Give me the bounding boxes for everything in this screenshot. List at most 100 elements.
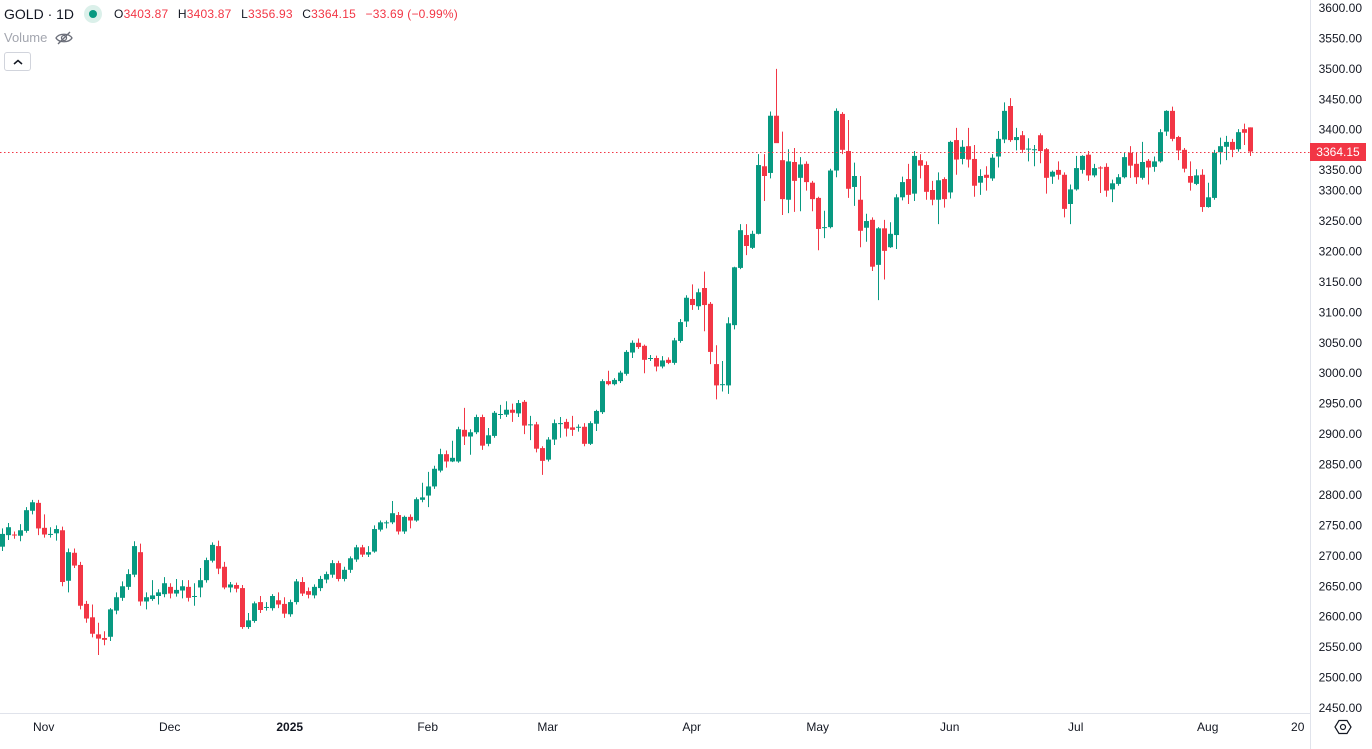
market-status-icon[interactable] — [84, 5, 103, 23]
candle-body — [1218, 146, 1223, 153]
candle-body — [198, 580, 203, 588]
candle — [606, 370, 611, 386]
collapse-legend-button[interactable] — [4, 52, 31, 71]
candle-body — [48, 533, 53, 535]
candle — [600, 379, 605, 414]
candle — [996, 130, 1001, 168]
candle-body — [408, 516, 413, 521]
candle — [168, 583, 173, 599]
candle-body — [864, 221, 869, 228]
candle — [948, 140, 953, 199]
candle — [510, 403, 515, 422]
candle-body — [282, 603, 287, 614]
candle — [720, 361, 725, 392]
candle — [240, 585, 245, 629]
candle-body — [366, 552, 371, 555]
candle — [270, 594, 275, 611]
candle — [1056, 161, 1061, 180]
gear-icon[interactable] — [1334, 718, 1352, 736]
time-axis[interactable]: Nov Dec 2025 Feb Mar Apr May Jun Jul Aug 20 — [33, 720, 1305, 734]
candle — [822, 210, 827, 239]
candle-body — [372, 529, 377, 552]
candle — [810, 180, 815, 212]
candle-body — [660, 360, 665, 367]
candle — [1038, 133, 1043, 164]
candle — [228, 582, 233, 593]
candle-body — [1074, 168, 1079, 190]
close-label: C — [302, 7, 312, 21]
candle-body — [300, 582, 305, 594]
candle — [942, 177, 947, 208]
candle — [834, 108, 839, 178]
candle-body — [1014, 137, 1019, 141]
candle-body — [216, 546, 221, 569]
candle — [666, 357, 671, 365]
candle-body — [96, 634, 101, 639]
candle — [1212, 149, 1217, 200]
candle-body — [834, 110, 839, 171]
candle-body — [120, 586, 125, 598]
candle — [900, 176, 905, 201]
candle — [1152, 156, 1157, 172]
candle-body — [1008, 106, 1013, 141]
volume-label: Volume — [4, 30, 48, 45]
candle — [786, 149, 791, 214]
candle-body — [462, 429, 467, 437]
candle — [930, 180, 935, 206]
candle-body — [270, 596, 275, 609]
candle — [174, 578, 179, 597]
candle-body — [852, 176, 857, 187]
candle — [36, 499, 41, 536]
candle — [1086, 151, 1091, 181]
candle — [1122, 152, 1127, 179]
candle-body — [1176, 137, 1181, 151]
symbol-title[interactable]: GOLD · 1D — [4, 6, 75, 22]
candle-body — [444, 454, 449, 462]
candle — [828, 168, 833, 229]
candle — [366, 546, 371, 558]
candle-body — [642, 345, 647, 360]
candle — [474, 414, 479, 435]
candle-body — [66, 552, 71, 581]
candle-body — [312, 586, 317, 596]
candle-body — [888, 233, 893, 248]
candle-body — [318, 578, 323, 589]
candle-body — [996, 138, 1001, 157]
candle — [318, 575, 323, 592]
candle — [1170, 106, 1175, 142]
volume-indicator[interactable]: Volume — [4, 30, 74, 45]
candle-body — [390, 513, 395, 523]
candle-body — [1032, 149, 1037, 151]
candle — [540, 446, 545, 475]
low-value: 3356.93 — [247, 7, 293, 21]
candle-body — [54, 529, 59, 534]
candle-body — [1182, 149, 1187, 169]
candle — [852, 162, 857, 206]
candle — [642, 344, 647, 374]
candle-body — [192, 596, 197, 597]
candle — [1068, 184, 1073, 225]
candle — [1146, 158, 1151, 185]
candle-body — [900, 182, 905, 198]
candle — [222, 561, 227, 590]
candle-body — [828, 170, 833, 228]
candle-body — [774, 115, 779, 144]
candle — [1014, 127, 1019, 151]
candle-body — [1026, 148, 1031, 150]
candle — [24, 507, 29, 533]
price-axis[interactable]: 3600.00 3550.00 3500.00 3450.00 3400.00 3350.… — [1319, 1, 1363, 715]
candle — [798, 157, 803, 212]
candle — [570, 415, 575, 436]
candle — [1218, 137, 1223, 165]
candle — [750, 230, 755, 250]
candle — [558, 417, 563, 438]
eye-off-icon[interactable] — [55, 31, 74, 45]
candle — [714, 345, 719, 400]
candle — [882, 219, 887, 280]
candle — [792, 148, 797, 212]
candle-body — [498, 414, 503, 415]
candle-body — [108, 609, 113, 637]
low-label: L — [241, 7, 248, 21]
candle — [96, 622, 101, 656]
